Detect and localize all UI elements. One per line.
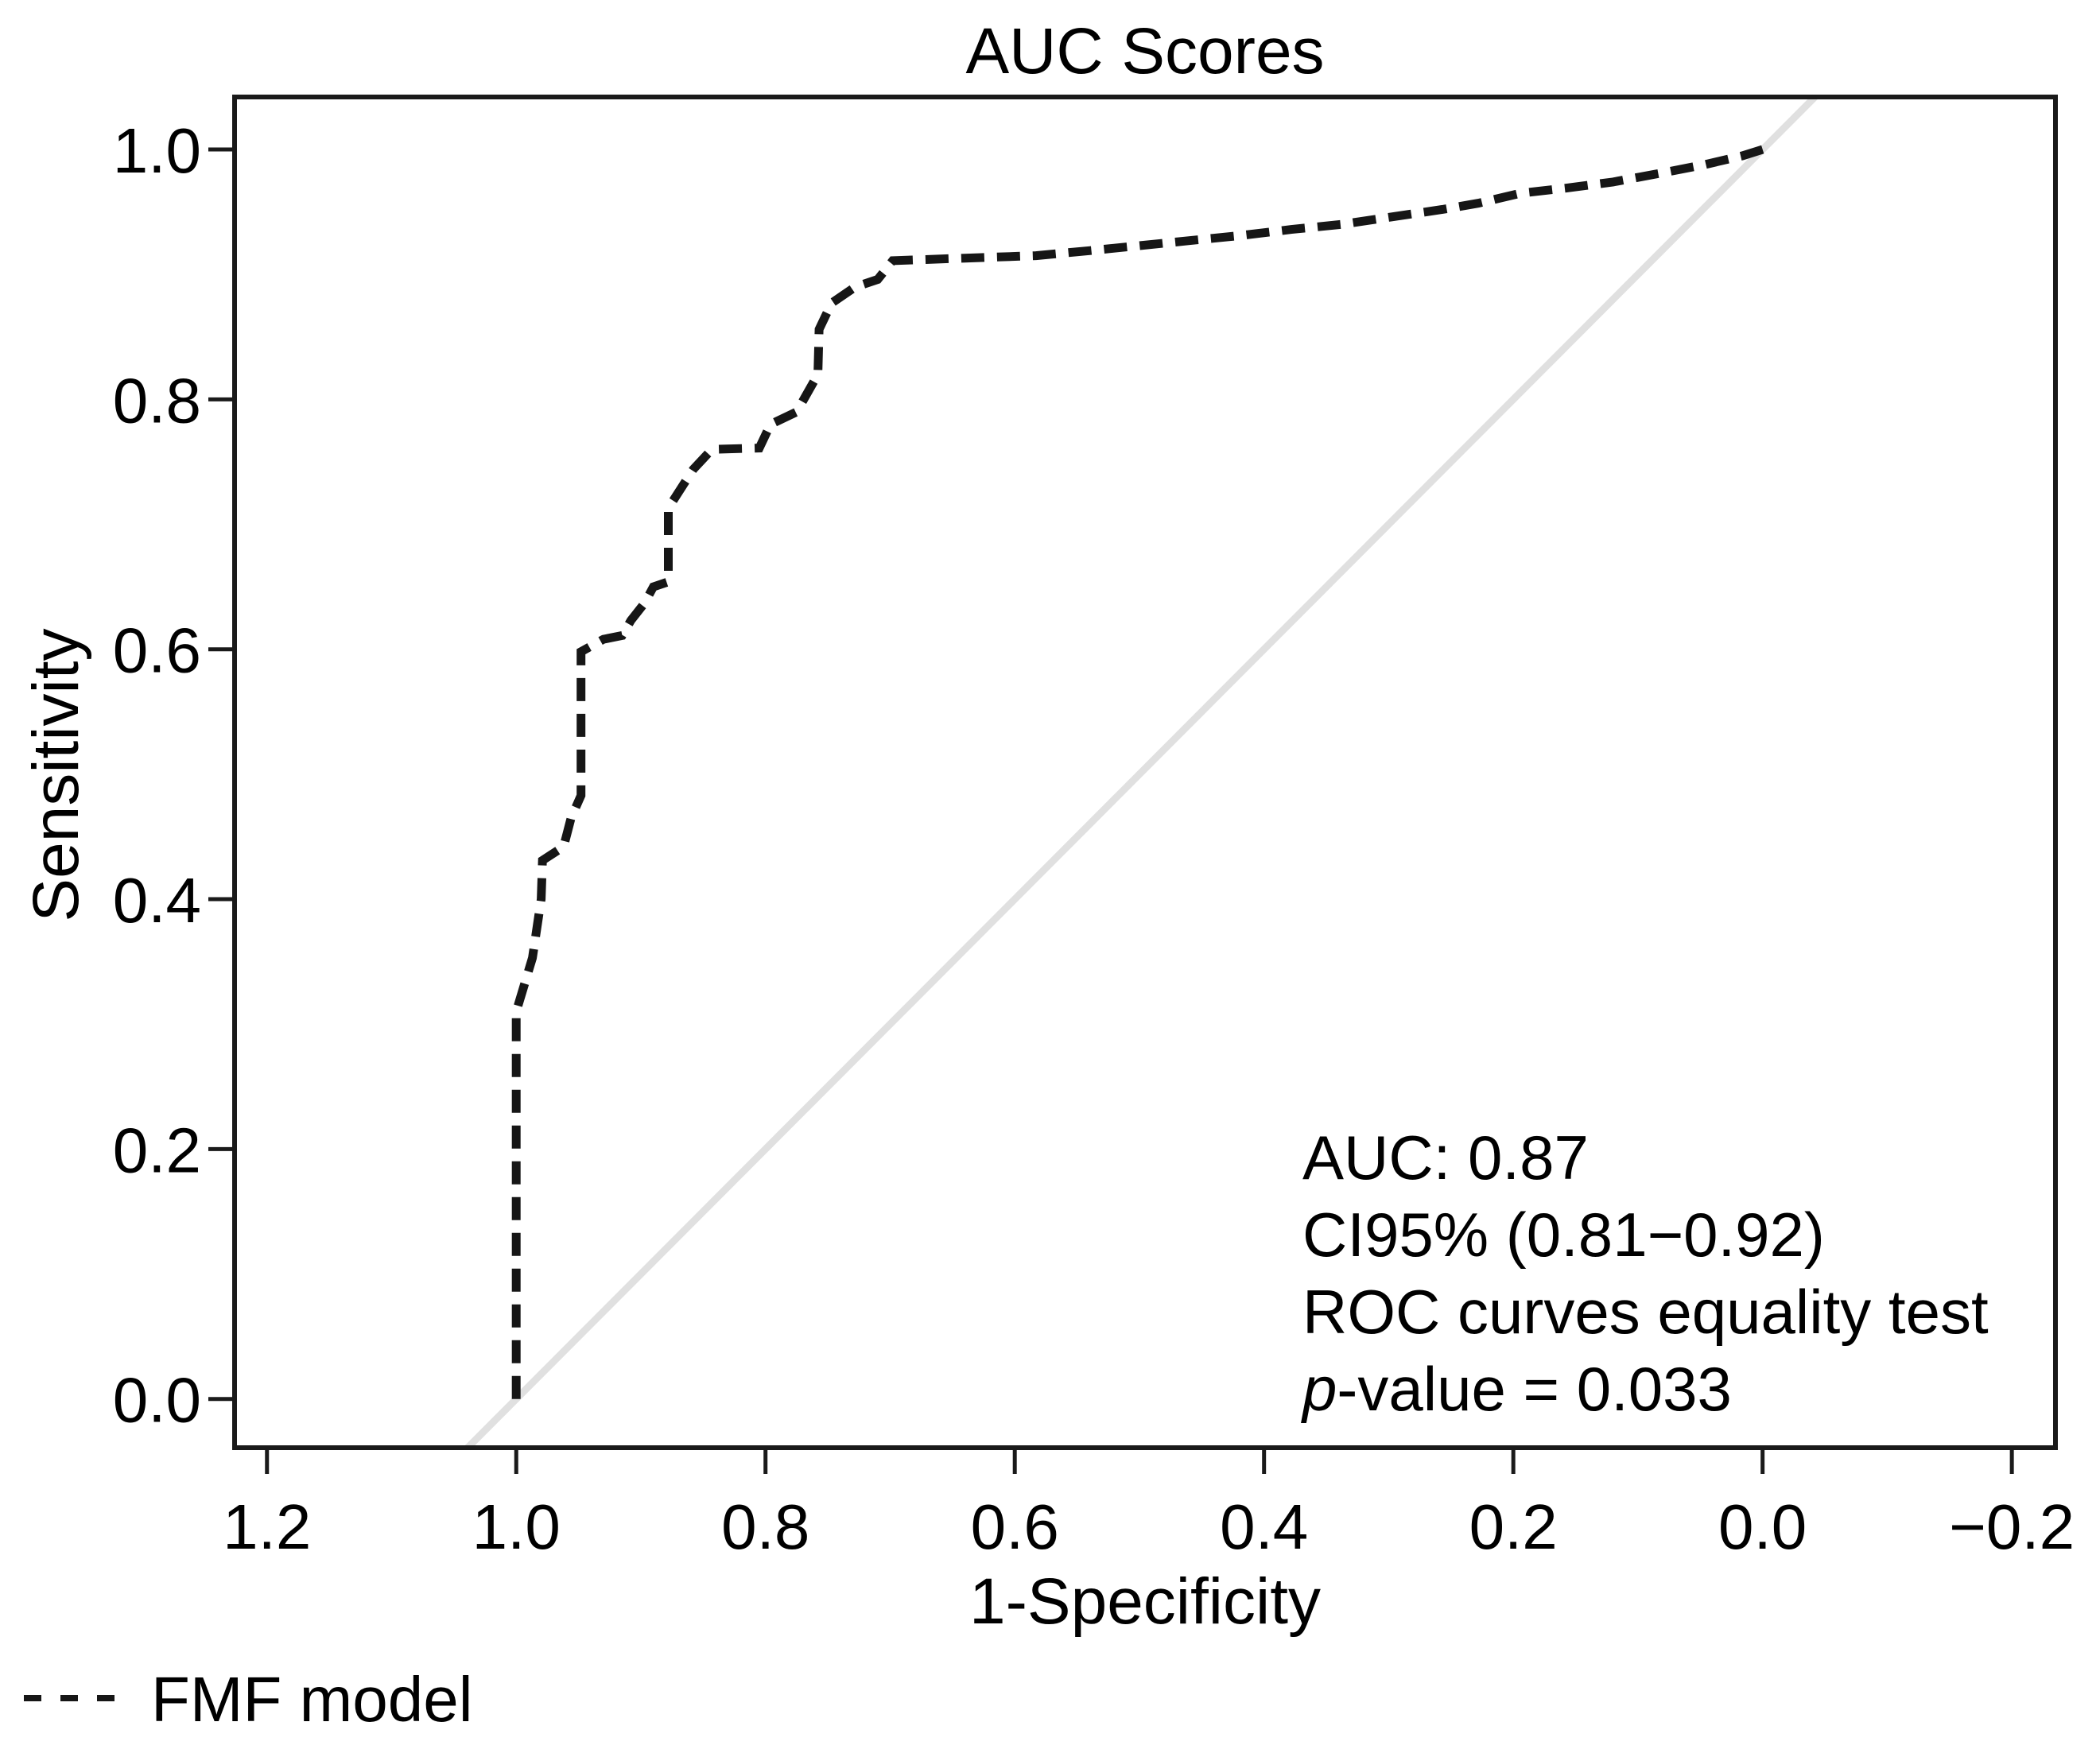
y-tick-label: 0.6 <box>113 615 201 686</box>
x-tick-label: 1.0 <box>472 1491 561 1562</box>
plot-frame <box>232 95 2058 1450</box>
chance-diagonal-line <box>464 94 1818 1451</box>
roc-curve-fmf-model <box>511 145 1764 1399</box>
y-tick-label: 1.0 <box>113 115 201 186</box>
legend-label: FMF model <box>151 1664 473 1735</box>
y-tick-label: 0.8 <box>113 365 201 436</box>
y-tick-label: 0.2 <box>113 1115 201 1185</box>
x-tick-label: 0.6 <box>971 1491 1059 1562</box>
chart-title: AUC Scores <box>965 15 1324 87</box>
axis-ticks-layer: 1.2 1.0 0.8 0.6 0.4 0.2 0.0 −0.2 1.0 0.8 0.6 0.4 0.2… <box>113 115 2075 1562</box>
y-axis-label: Sensitivity <box>20 628 92 921</box>
annotation-auc: AUC: 0.87 <box>1302 1123 1589 1192</box>
legend: FMF model <box>24 1664 473 1735</box>
p-italic: p <box>1301 1354 1337 1424</box>
x-tick-label: 0.8 <box>721 1491 809 1562</box>
annotation-ci95: CI95% (0.81−0.92) <box>1302 1200 1825 1270</box>
x-tick-label: 0.4 <box>1220 1491 1308 1562</box>
plot-frame-layer <box>232 95 2058 1450</box>
y-tick-label: 0.4 <box>113 865 201 936</box>
x-tick-label: 0.2 <box>1469 1491 1558 1562</box>
x-tick-label: −0.2 <box>1949 1491 2075 1562</box>
stats-annotation: AUC: 0.87 CI95% (0.81−0.92) ROC curves e… <box>1301 1123 1989 1424</box>
p-rest: -value = 0.033 <box>1337 1354 1732 1424</box>
x-tick-label: 1.2 <box>223 1491 311 1562</box>
roc-curve-layer <box>511 145 1764 1399</box>
reference-line-layer <box>464 94 1818 1451</box>
annotation-p-value: p-value = 0.033 <box>1301 1354 1732 1424</box>
annotation-equality-test: ROC curves equality test <box>1302 1277 1989 1347</box>
x-axis-label: 1-Specificity <box>969 1565 1321 1638</box>
x-tick-label: 0.0 <box>1718 1491 1807 1562</box>
y-tick-label: 0.0 <box>113 1365 201 1436</box>
